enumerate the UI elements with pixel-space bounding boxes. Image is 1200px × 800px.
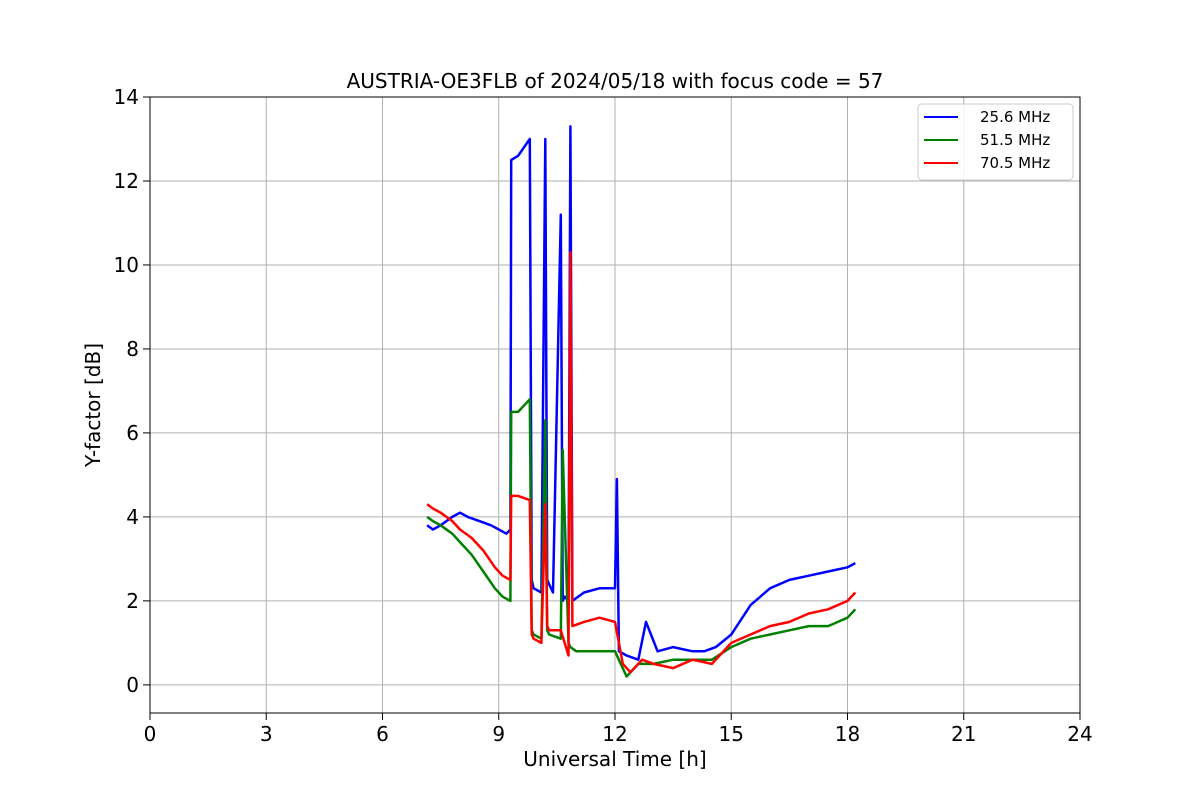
- legend-box: [917, 103, 1074, 181]
- y-axis: 0 2 4 6 8 10 12 14: [114, 85, 150, 697]
- y-tick-label-7: 14: [114, 85, 139, 109]
- x-tick-label-3: 9: [492, 722, 505, 746]
- y-axis-label: Y-factor [dB]: [81, 343, 105, 468]
- y-tick-label-0: 0: [126, 673, 139, 697]
- legend-label-2: 70.5 MHz: [980, 154, 1050, 172]
- series-line-1: [426, 398, 857, 678]
- y-tick-label-5: 10: [114, 253, 139, 277]
- legend: 25.6 MHz 51.5 MHz 70.5 MHz: [917, 103, 1074, 181]
- legend-label-0: 25.6 MHz: [980, 108, 1050, 126]
- x-tick-label-0: 0: [144, 722, 157, 746]
- x-tick-label-6: 18: [835, 722, 860, 746]
- y-tick-label-6: 12: [114, 169, 139, 193]
- y-tick-label-4: 8: [126, 337, 139, 361]
- series-layer: [426, 125, 857, 678]
- x-tick-label-2: 6: [376, 722, 389, 746]
- y-tick-label-3: 6: [126, 421, 139, 445]
- x-tick-label-8: 24: [1067, 722, 1092, 746]
- x-axis-label: Universal Time [h]: [523, 747, 706, 771]
- x-axis: 0 3 6 9 12 15 18 21 24: [144, 713, 1093, 746]
- x-tick-label-7: 21: [951, 722, 976, 746]
- y-tick-label-2: 4: [126, 505, 139, 529]
- chart-title: AUSTRIA-OE3FLB of 2024/05/18 with focus …: [347, 69, 884, 93]
- y-tick-label-1: 2: [126, 589, 139, 613]
- series-line-2: [426, 251, 857, 674]
- legend-label-1: 51.5 MHz: [980, 131, 1050, 149]
- x-tick-label-5: 15: [719, 722, 744, 746]
- x-tick-label-4: 12: [602, 722, 627, 746]
- x-tick-label-1: 3: [260, 722, 273, 746]
